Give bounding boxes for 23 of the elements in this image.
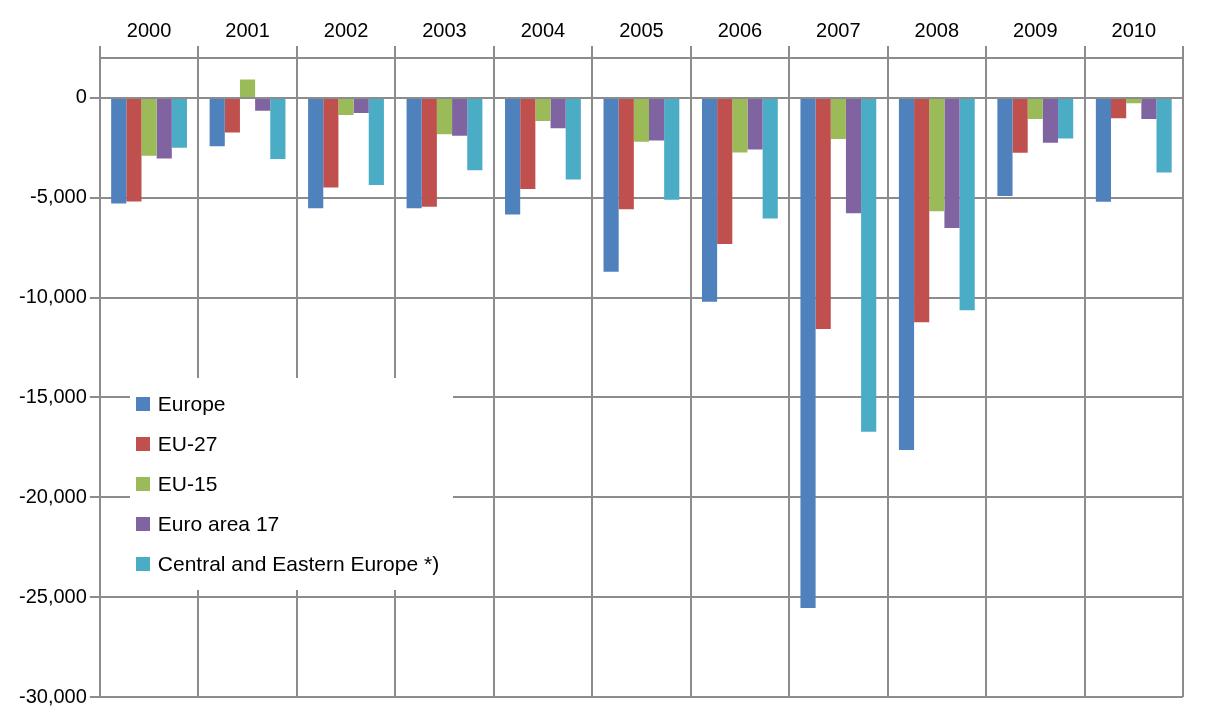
y-tick-label: -25,000: [18, 584, 87, 607]
x-tick-label: 2009: [1013, 18, 1058, 41]
x-tick-label: 2000: [126, 18, 172, 41]
x-tick-label: 2004: [520, 18, 566, 41]
y-tick-label: -30,000: [18, 684, 87, 707]
y-tick-label: -10,000: [18, 285, 87, 308]
y-tick-label: 0: [75, 85, 87, 108]
y-tick-label: -20,000: [18, 484, 87, 507]
legend-label: Europe: [157, 390, 226, 417]
y-tick-label: -5,000: [30, 185, 87, 208]
legend-label: EU-27: [157, 430, 218, 457]
x-tick-label: 2002: [323, 18, 369, 41]
x-tick-label: 2010: [1111, 18, 1157, 41]
x-tick-label: 2006: [717, 18, 763, 41]
legend-label: EU-15: [157, 470, 218, 497]
legend-label: Euro area 17: [157, 510, 280, 537]
x-tick-label: 2007: [816, 18, 861, 41]
y-tick-label: -15,000: [18, 384, 87, 407]
x-tick-label: 2003: [422, 18, 467, 41]
x-tick-label: 2008: [914, 18, 960, 41]
legend-label: Central and Eastern Europe *): [157, 550, 440, 577]
x-tick-label: 2005: [619, 18, 664, 41]
x-tick-label: 2001: [225, 18, 270, 41]
